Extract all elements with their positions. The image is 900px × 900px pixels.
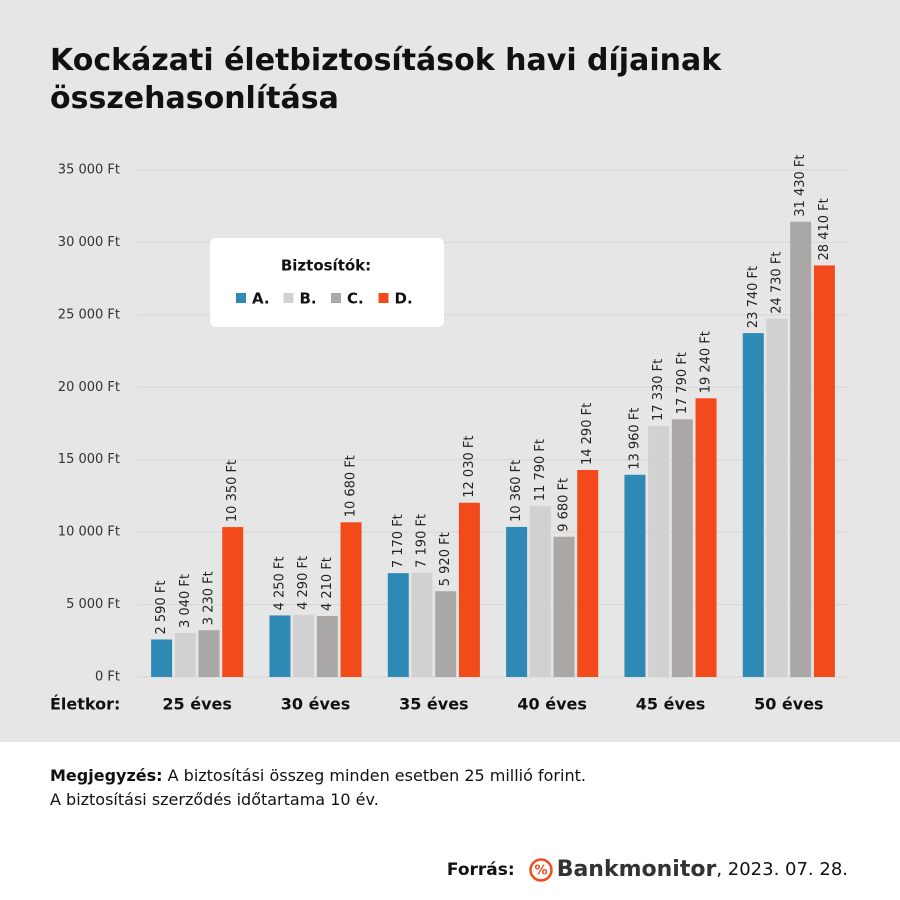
data-label: 7 190 Ft	[414, 514, 429, 568]
y-tick-label: 20 000 Ft	[58, 380, 120, 395]
bar	[435, 591, 457, 677]
data-label: 31 430 Ft	[793, 155, 808, 217]
bar	[293, 614, 315, 677]
bar	[340, 522, 362, 677]
x-tick-label: 45 éves	[636, 695, 706, 714]
x-tick-label: 40 éves	[517, 695, 587, 714]
bar	[813, 265, 835, 677]
bar	[387, 573, 409, 677]
data-label: 23 740 Ft	[746, 266, 761, 328]
bar	[506, 526, 528, 677]
data-label: 19 240 Ft	[699, 331, 714, 393]
source-brand: Bankmonitor	[556, 857, 717, 882]
data-label: 2 590 Ft	[154, 581, 169, 635]
note-line: A biztosítási szerződés időtartama 10 év…	[50, 790, 379, 809]
source-label: Forrás:	[446, 859, 515, 880]
bar	[695, 398, 717, 677]
bar	[411, 572, 433, 677]
y-tick-label: 30 000 Ft	[58, 235, 120, 250]
legend: Biztosítók: A. B. C. D.	[210, 238, 444, 327]
data-label: 13 960 Ft	[627, 408, 642, 470]
legend-swatch	[236, 293, 246, 303]
source: Forrás: % Bankmonitor , 2023. 07. 28.	[447, 857, 848, 882]
note: Megjegyzés: A biztosítási összeg minden …	[50, 764, 586, 812]
bar	[151, 639, 173, 677]
legend-label: B.	[300, 290, 317, 308]
data-label: 10 350 Ft	[225, 460, 240, 522]
data-label: 4 210 Ft	[320, 557, 335, 611]
legend-swatch	[378, 293, 389, 303]
x-tick-label: 25 éves	[162, 695, 232, 714]
data-label: 17 790 Ft	[675, 352, 690, 414]
chart-title: Kockázati életbiztosítások havi díjainak…	[50, 43, 722, 116]
svg-text:%: %	[534, 863, 547, 878]
data-label: 5 920 Ft	[438, 532, 453, 586]
bar	[766, 318, 788, 677]
bar	[624, 474, 646, 677]
bar	[222, 527, 244, 677]
data-label: 4 290 Ft	[296, 556, 311, 610]
y-tick-label: 5 000 Ft	[66, 597, 120, 612]
x-tick-label: 35 éves	[399, 695, 469, 714]
x-tick-label: 50 éves	[754, 695, 824, 714]
y-tick-label: 15 000 Ft	[58, 452, 120, 467]
bar	[648, 425, 670, 677]
data-label: 9 680 Ft	[557, 478, 572, 532]
bar	[174, 632, 196, 677]
bar	[553, 536, 575, 677]
y-tick-label: 25 000 Ft	[58, 307, 120, 322]
bar	[269, 615, 291, 677]
y-tick-label: 0 Ft	[95, 670, 120, 685]
data-label: 10 680 Ft	[344, 455, 359, 517]
legend-label: C.	[347, 290, 364, 308]
legend-label: A.	[252, 290, 270, 308]
data-label: 24 730 Ft	[769, 252, 784, 314]
data-label: 3 230 Ft	[202, 571, 217, 625]
bar	[458, 502, 480, 677]
y-tick-label: 35 000 Ft	[58, 163, 120, 178]
y-tick-label: 10 000 Ft	[58, 525, 120, 540]
data-label: 10 360 Ft	[509, 460, 524, 522]
chart: 0 Ft 5 000 Ft 10 000 Ft 15 000 Ft 20 000 Ft 2…	[50, 155, 848, 714]
data-label: 14 290 Ft	[580, 403, 595, 465]
bar	[198, 630, 220, 677]
bar	[577, 469, 599, 677]
data-label: 17 330 Ft	[651, 359, 666, 421]
bar	[316, 616, 338, 677]
bar	[671, 419, 693, 677]
note-line: Megjegyzés: A biztosítási összeg minden …	[50, 764, 586, 788]
data-label: 4 250 Ft	[272, 556, 287, 610]
source-date: , 2023. 07. 28.	[716, 859, 848, 880]
note-text: A biztosítási összeg minden esetben 25 m…	[167, 766, 586, 785]
data-label: 28 410 Ft	[817, 198, 832, 260]
bar	[529, 506, 551, 677]
legend-swatch	[331, 293, 341, 303]
legend-swatch	[283, 293, 294, 303]
logo-icon: %	[528, 857, 553, 882]
note-label: Megjegyzés:	[50, 766, 163, 785]
bar	[742, 333, 764, 677]
data-label: 12 030 Ft	[462, 436, 477, 498]
data-label: 11 790 Ft	[533, 439, 548, 501]
data-label: 7 170 Ft	[391, 514, 406, 568]
legend-label: D.	[395, 290, 413, 308]
bar	[790, 221, 812, 678]
x-tick-label: 30 éves	[281, 695, 351, 714]
data-label: 3 040 Ft	[178, 574, 193, 628]
legend-title: Biztosítók:	[281, 257, 371, 275]
x-axis-label: Életkor:	[50, 695, 120, 714]
legend-box	[210, 238, 444, 327]
